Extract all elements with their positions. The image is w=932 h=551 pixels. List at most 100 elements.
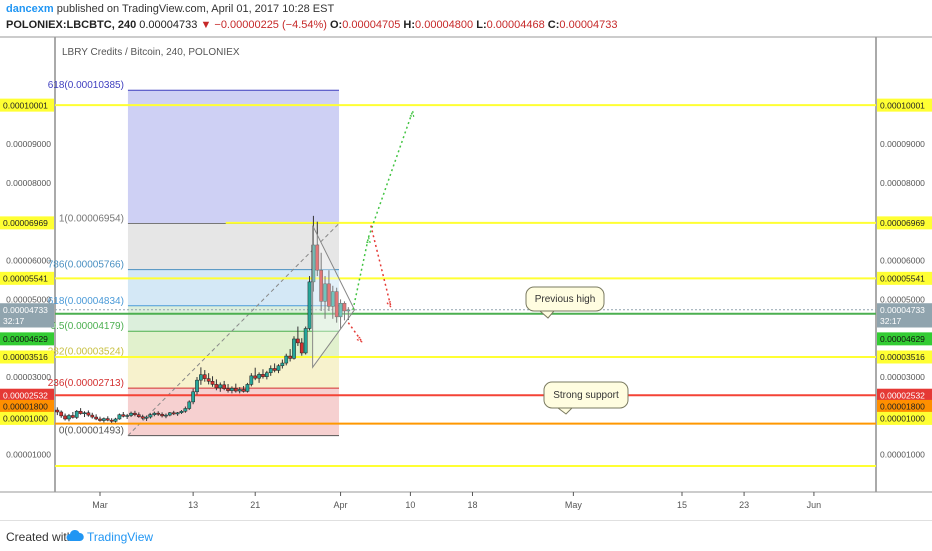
candle-body bbox=[264, 372, 269, 377]
fib-zone bbox=[127, 269, 340, 306]
price-badge-text: 0.00002532 bbox=[880, 390, 925, 400]
price-badge-left: 0.00004733 bbox=[0, 303, 54, 317]
callout-text: Strong support bbox=[553, 390, 619, 401]
fib-level-label: 0(0.00001493) bbox=[59, 426, 124, 437]
candle-body bbox=[296, 338, 300, 344]
price-badge-bg bbox=[877, 399, 932, 413]
x-tick-label: 10 bbox=[405, 500, 415, 510]
candle-body bbox=[253, 375, 258, 379]
open-label: O: bbox=[330, 19, 343, 31]
x-tick-label: 18 bbox=[467, 500, 477, 510]
candle-body bbox=[268, 368, 273, 374]
price-badge-left: 32:17 bbox=[0, 314, 54, 328]
chart-header-line1: dancexm published on TradingView.com, Ap… bbox=[6, 3, 334, 15]
price-badge-bg bbox=[877, 303, 932, 317]
candle-body bbox=[171, 412, 176, 415]
created-with-text: Created with bbox=[6, 530, 74, 544]
candle-body bbox=[113, 418, 118, 422]
author-name[interactable]: dancexm bbox=[6, 3, 54, 15]
candle-body bbox=[55, 409, 60, 413]
price-badge-text: 32:17 bbox=[3, 316, 25, 326]
candle-body bbox=[226, 388, 230, 391]
projection-line-green bbox=[352, 237, 370, 311]
candle-body bbox=[199, 374, 203, 381]
x-tick-label: 13 bbox=[188, 500, 198, 510]
high-label: H: bbox=[403, 19, 416, 31]
callout-box bbox=[525, 286, 605, 312]
candle-body bbox=[276, 365, 281, 371]
price-badge-text: 0.00004733 bbox=[880, 305, 925, 315]
price-badge-left: 0.00001800 bbox=[0, 399, 54, 413]
candle-body bbox=[121, 414, 126, 417]
candle-body bbox=[109, 419, 114, 422]
tradingview-cloud-icon[interactable] bbox=[66, 529, 84, 543]
y-tick-label-left: 0.00005000 bbox=[6, 294, 51, 304]
candle-body bbox=[210, 381, 215, 385]
price-badge-right: 0.00004733 bbox=[877, 303, 932, 317]
tradingview-brand-link[interactable]: TradingView bbox=[87, 530, 154, 544]
candle-body bbox=[90, 414, 95, 418]
price-badge-text: 0.00004629 bbox=[3, 334, 48, 344]
candle-body bbox=[144, 416, 149, 419]
down-arrow-icon: ▼ bbox=[200, 19, 212, 31]
fib-zone bbox=[127, 356, 340, 389]
callout-strong-support: Strong support bbox=[543, 381, 629, 415]
price-badge-right: 0.00002532 bbox=[877, 388, 932, 402]
candle-body bbox=[261, 374, 265, 377]
low-value: 0.00004468 bbox=[486, 19, 545, 31]
candle-body bbox=[152, 412, 157, 415]
candle-body bbox=[241, 389, 246, 392]
y-tick-label-right: 0.00005000 bbox=[880, 294, 925, 304]
low-label: L: bbox=[476, 19, 487, 31]
x-tick-label: 23 bbox=[739, 500, 749, 510]
callout-box bbox=[543, 381, 629, 409]
x-tick-label: Mar bbox=[92, 500, 108, 510]
candle-body bbox=[156, 412, 161, 415]
y-tick-label-left: 0.00008000 bbox=[6, 178, 51, 188]
fib-level-label: 236(0.00002713) bbox=[48, 378, 124, 389]
price-badge-text: 0.00001800 bbox=[880, 402, 925, 412]
candle-body bbox=[78, 410, 83, 414]
published-text: published on TradingView.com, April 01, … bbox=[56, 3, 335, 15]
price-badge-text: 0.00001000 bbox=[3, 414, 48, 424]
fib-level-label: 0.5(0.00004179) bbox=[51, 321, 124, 332]
candle-body bbox=[67, 415, 71, 420]
footer: Created with TradingView bbox=[0, 520, 932, 551]
price-badge-left: 0.00001000 bbox=[0, 411, 54, 425]
candle-body bbox=[82, 412, 87, 415]
candle-body bbox=[249, 375, 254, 385]
candle-body bbox=[323, 283, 327, 302]
price-badge-bg bbox=[877, 271, 932, 285]
price-chart[interactable]: 618(0.00010385) 1(0.00006954) 786(0.000057… bbox=[0, 0, 932, 520]
high-value: 0.00004800 bbox=[415, 19, 474, 31]
price-badge-bg bbox=[0, 271, 54, 285]
price-badge-left: 0.00003516 bbox=[0, 350, 54, 364]
candle-body bbox=[233, 388, 238, 392]
price-badge-right: 32:17 bbox=[877, 314, 932, 328]
open-value: 0.00004705 bbox=[342, 19, 401, 31]
x-tick-label: Jun bbox=[807, 500, 822, 510]
candle-body bbox=[136, 414, 141, 417]
candle-body bbox=[214, 384, 219, 389]
candle-body bbox=[222, 384, 227, 389]
price-badge-bg bbox=[877, 350, 932, 364]
price-badge-text: 0.00010001 bbox=[3, 100, 48, 110]
candle-body bbox=[315, 244, 320, 271]
candle-body bbox=[346, 309, 351, 312]
price-badge-right: 0.00001800 bbox=[877, 399, 932, 413]
callout-previous-high: Previous high bbox=[525, 286, 605, 319]
candle-body bbox=[280, 362, 285, 367]
candle-body bbox=[338, 302, 343, 318]
fib-zone bbox=[127, 223, 340, 270]
price-badge-left: 0.00002532 bbox=[0, 388, 54, 402]
price-badge-text: 0.00001800 bbox=[3, 402, 48, 412]
price-badge-text: 0.00004733 bbox=[3, 305, 48, 315]
candle-body bbox=[102, 418, 106, 421]
candle-body bbox=[237, 389, 242, 392]
fib-level-label: 618(0.00010385) bbox=[48, 80, 124, 91]
fib-zone bbox=[127, 90, 340, 224]
fib-level-label: 786(0.00005766) bbox=[48, 260, 124, 271]
price-badge-bg bbox=[0, 314, 54, 328]
x-tick-label: May bbox=[565, 500, 583, 510]
candle-body bbox=[245, 384, 250, 392]
